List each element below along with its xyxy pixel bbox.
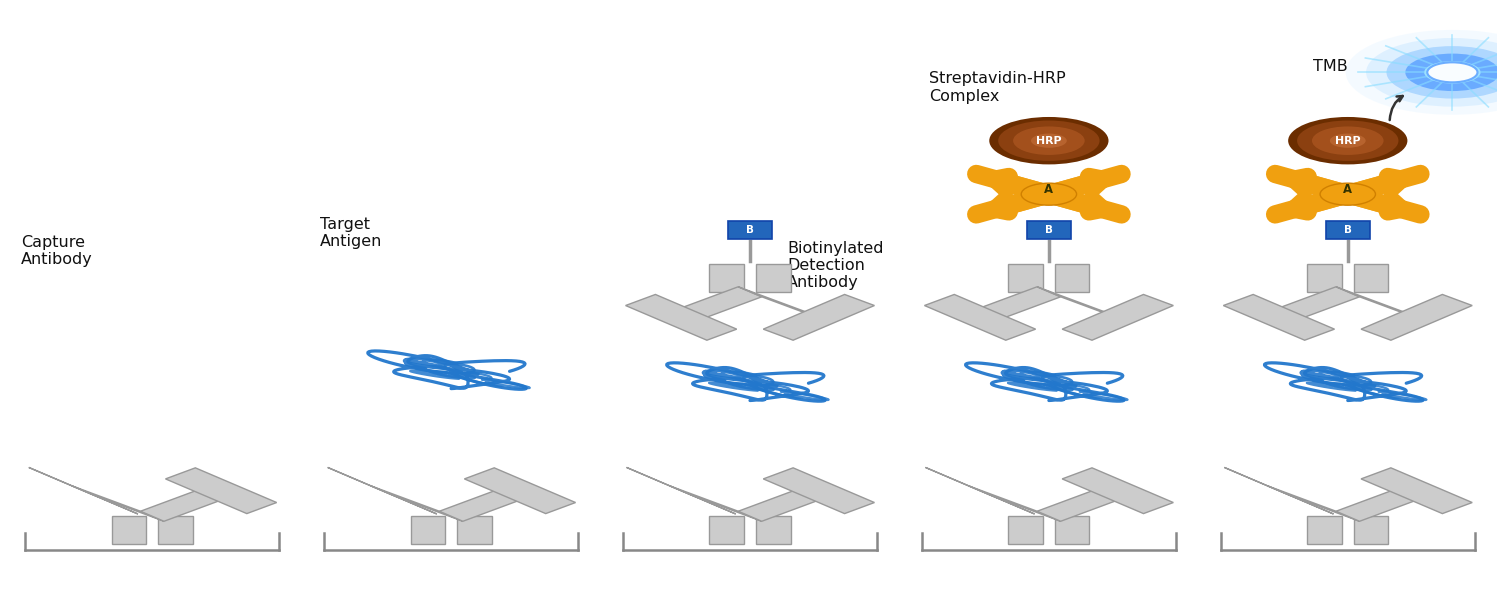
Polygon shape (1036, 485, 1130, 521)
Circle shape (990, 117, 1108, 164)
Polygon shape (669, 485, 762, 521)
Circle shape (1406, 53, 1500, 91)
Text: HRP: HRP (1335, 136, 1360, 146)
Polygon shape (1360, 295, 1472, 340)
Text: B: B (1344, 225, 1352, 235)
Polygon shape (465, 468, 576, 514)
Polygon shape (926, 467, 1035, 514)
Polygon shape (738, 485, 831, 521)
Polygon shape (1224, 295, 1335, 340)
Text: B: B (1046, 207, 1052, 216)
Text: B: B (1344, 207, 1352, 216)
Circle shape (1346, 30, 1500, 115)
Polygon shape (764, 468, 874, 514)
Bar (1306, 516, 1341, 544)
Polygon shape (141, 485, 232, 521)
Text: A: A (1344, 182, 1353, 196)
Bar (411, 516, 446, 544)
Circle shape (1298, 121, 1398, 161)
Polygon shape (924, 295, 1035, 340)
Text: Target
Antigen: Target Antigen (320, 217, 382, 249)
Bar (1054, 265, 1089, 292)
Text: TMB: TMB (1314, 59, 1348, 74)
Bar (1354, 265, 1389, 292)
Circle shape (1022, 183, 1077, 205)
Polygon shape (764, 295, 874, 340)
Bar (1008, 516, 1042, 544)
Text: B: B (1046, 225, 1053, 235)
Circle shape (1320, 183, 1376, 205)
Polygon shape (738, 287, 831, 322)
Polygon shape (669, 287, 762, 322)
Polygon shape (1062, 295, 1173, 340)
Polygon shape (1268, 485, 1359, 521)
Polygon shape (1224, 467, 1334, 514)
Polygon shape (1268, 287, 1359, 322)
Circle shape (1428, 62, 1478, 82)
Circle shape (1330, 134, 1365, 148)
Polygon shape (1062, 468, 1173, 514)
Bar (1354, 516, 1389, 544)
Bar (159, 516, 194, 544)
Bar (111, 516, 146, 544)
Text: Biotinylated
Detection
Antibody: Biotinylated Detection Antibody (788, 241, 883, 290)
Bar (458, 516, 492, 544)
Polygon shape (1336, 485, 1428, 521)
Polygon shape (626, 295, 736, 340)
Circle shape (1366, 38, 1500, 107)
Circle shape (1013, 127, 1084, 155)
Bar (1054, 516, 1089, 544)
Polygon shape (969, 287, 1060, 322)
Bar (710, 516, 744, 544)
Polygon shape (1360, 468, 1472, 514)
Text: HRP: HRP (1036, 136, 1062, 146)
Bar (710, 265, 744, 292)
Polygon shape (28, 467, 138, 514)
Polygon shape (1036, 287, 1130, 322)
Polygon shape (370, 485, 464, 521)
Circle shape (1288, 117, 1407, 164)
Polygon shape (327, 467, 436, 514)
Bar (756, 265, 790, 292)
Text: Capture
Antibody: Capture Antibody (21, 235, 93, 267)
Bar (1306, 265, 1341, 292)
Circle shape (998, 121, 1100, 161)
Polygon shape (627, 467, 735, 514)
Circle shape (1386, 46, 1500, 98)
Text: Streptavidin-HRP
Complex: Streptavidin-HRP Complex (930, 71, 1066, 104)
Circle shape (1312, 127, 1383, 155)
Circle shape (1030, 134, 1066, 148)
Polygon shape (72, 485, 164, 521)
Text: B: B (746, 225, 754, 235)
Polygon shape (1336, 287, 1428, 322)
Bar (756, 516, 790, 544)
Polygon shape (969, 485, 1060, 521)
Text: A: A (1044, 182, 1053, 196)
Circle shape (1424, 61, 1480, 83)
Polygon shape (165, 468, 276, 514)
Bar (1008, 265, 1042, 292)
Polygon shape (440, 485, 531, 521)
